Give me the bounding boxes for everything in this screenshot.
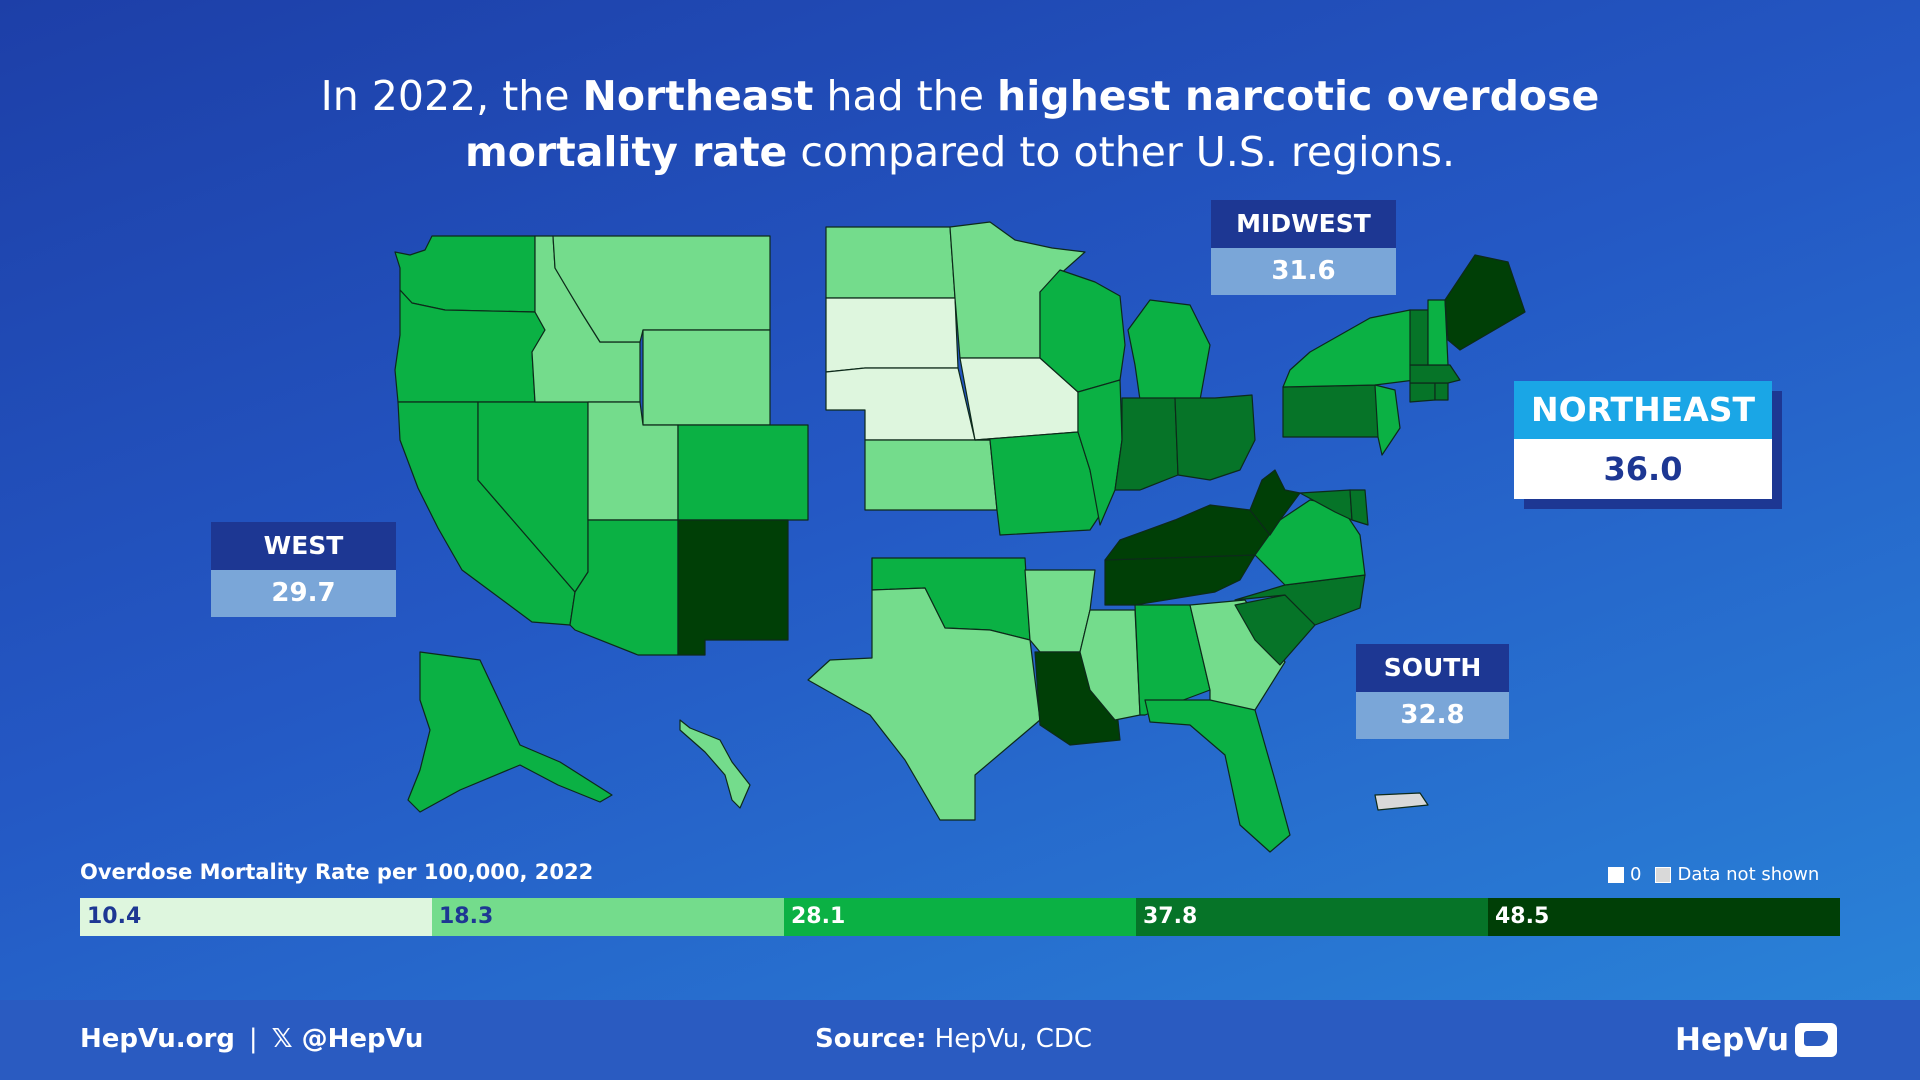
legend-key-no-data: Data not shown xyxy=(1655,864,1819,885)
legend-bin: 37.8 xyxy=(1136,898,1488,936)
state-ct xyxy=(1409,382,1436,403)
state-ky xyxy=(1104,504,1271,561)
legend-bin: 28.1 xyxy=(784,898,1136,936)
legend-color-scale: 10.4 18.3 28.1 37.8 48.5 xyxy=(80,898,1840,936)
state-wy xyxy=(642,329,771,426)
footer-links: HepVu.org | 𝕏 @HepVu xyxy=(80,1024,423,1054)
region-value-west: 29.7 xyxy=(211,570,396,617)
region-name-northeast: NORTHEAST xyxy=(1514,381,1772,439)
site-link[interactable]: HepVu.org xyxy=(80,1024,235,1054)
footer: HepVu.org | 𝕏 @HepVu Source: HepVu, CDC He… xyxy=(0,1000,1920,1080)
state-co xyxy=(677,424,809,521)
hepvu-logo: HepVu xyxy=(1675,1022,1838,1058)
state-fl xyxy=(1144,699,1291,853)
state-ma xyxy=(1409,364,1461,384)
state-ny xyxy=(1282,309,1416,388)
legend-zero-label: 0 xyxy=(1630,864,1642,885)
headline-text-1: In 2022, the xyxy=(320,72,583,120)
region-box-midwest: MIDWEST 31.6 xyxy=(1211,200,1396,295)
region-name-west: WEST xyxy=(211,522,396,570)
region-name-south: SOUTH xyxy=(1356,644,1509,692)
state-tx xyxy=(807,557,1041,821)
state-in xyxy=(1114,397,1179,491)
state-oh xyxy=(1174,394,1256,481)
state-ne xyxy=(825,367,976,441)
headline-bold-2: highest narcotic overdose xyxy=(997,72,1600,120)
us-map-logo-icon xyxy=(1795,1023,1838,1057)
state-tn xyxy=(1104,554,1256,606)
region-name-midwest: MIDWEST xyxy=(1211,200,1396,248)
source-text: HepVu, CDC xyxy=(926,1024,1093,1054)
state-nd xyxy=(825,226,956,299)
headline: In 2022, the Northeast had the highest n… xyxy=(0,68,1920,180)
region-box-northeast: NORTHEAST 36.0 xyxy=(1514,381,1772,499)
state-wv xyxy=(1249,469,1301,536)
source-label: Source: xyxy=(815,1024,927,1054)
state-sd xyxy=(825,297,959,373)
state-nj xyxy=(1374,384,1401,456)
state-pr xyxy=(1374,792,1429,811)
state-ak xyxy=(407,651,613,813)
headline-bold-1: Northeast xyxy=(582,72,814,120)
state-mt xyxy=(552,235,771,343)
state-sc xyxy=(1234,594,1316,666)
legend-bin: 48.5 xyxy=(1488,898,1840,936)
state-wi xyxy=(1039,269,1126,393)
state-de xyxy=(1349,489,1369,526)
legend-bin: 10.4 xyxy=(80,898,432,936)
state-me xyxy=(1444,254,1526,351)
state-nh xyxy=(1427,299,1449,366)
region-value-midwest: 31.6 xyxy=(1211,248,1396,295)
state-ri xyxy=(1434,382,1449,401)
headline-text-2: had the xyxy=(813,72,998,120)
legend-keys: 0 Data not shown xyxy=(1608,864,1819,885)
region-box-south: SOUTH 32.8 xyxy=(1356,644,1509,739)
state-pa xyxy=(1282,384,1381,438)
region-value-south: 32.8 xyxy=(1356,692,1509,739)
state-il xyxy=(1077,379,1123,526)
state-mo xyxy=(974,431,1101,536)
state-wa xyxy=(394,235,536,313)
legend-bin: 18.3 xyxy=(432,898,784,936)
no-data-swatch-icon xyxy=(1655,866,1672,883)
footer-divider: | xyxy=(248,1024,258,1054)
legend-title: Overdose Mortality Rate per 100,000, 202… xyxy=(80,860,594,884)
zero-swatch-icon xyxy=(1608,866,1624,883)
legend-no-data-label: Data not shown xyxy=(1677,864,1820,885)
headline-text-3: compared to other U.S. regions. xyxy=(787,128,1455,176)
social-handle-link[interactable]: 𝕏 @HepVu xyxy=(271,1024,424,1054)
region-box-west: WEST 29.7 xyxy=(211,522,396,617)
state-hi xyxy=(679,719,751,809)
state-va xyxy=(1254,499,1366,586)
logo-text: HepVu xyxy=(1675,1022,1790,1058)
state-ks xyxy=(864,439,998,511)
state-vt xyxy=(1409,309,1429,366)
state-nm xyxy=(677,519,789,656)
source-note: Source: HepVu, CDC xyxy=(815,1024,1092,1054)
legend-key-zero: 0 xyxy=(1608,864,1641,885)
state-mi xyxy=(1127,299,1211,401)
region-value-northeast: 36.0 xyxy=(1514,439,1772,499)
headline-bold-3: mortality rate xyxy=(464,128,788,176)
